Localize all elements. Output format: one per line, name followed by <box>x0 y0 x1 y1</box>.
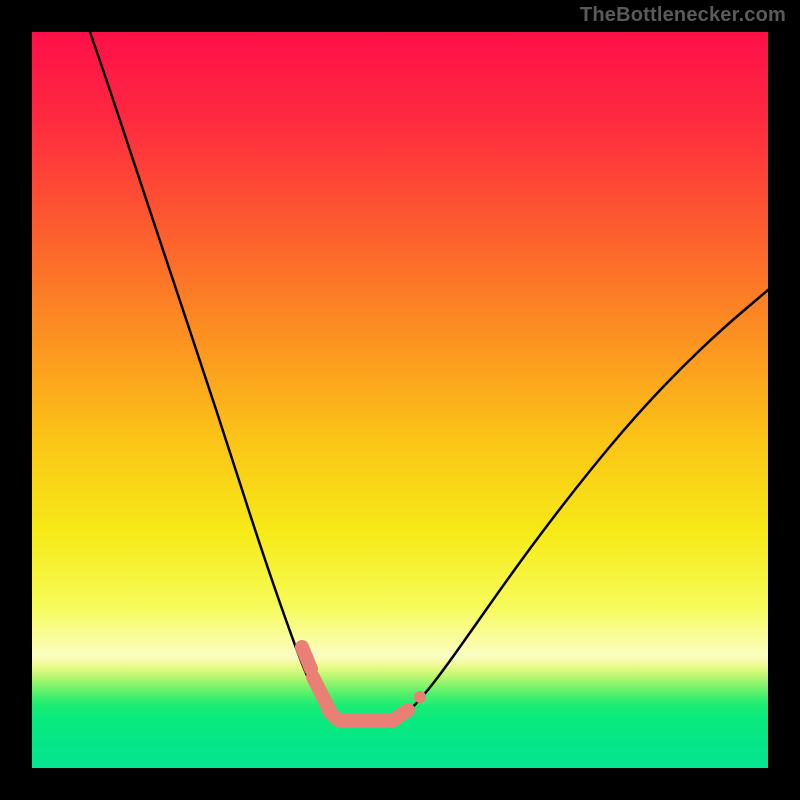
marker-dot <box>414 691 426 703</box>
chart-outer-frame: TheBottlenecker.com <box>0 0 800 800</box>
bottleneck-chart <box>0 0 800 800</box>
watermark-text: TheBottlenecker.com <box>580 4 786 27</box>
marker-pill <box>395 710 408 719</box>
marker-pill <box>302 647 311 669</box>
